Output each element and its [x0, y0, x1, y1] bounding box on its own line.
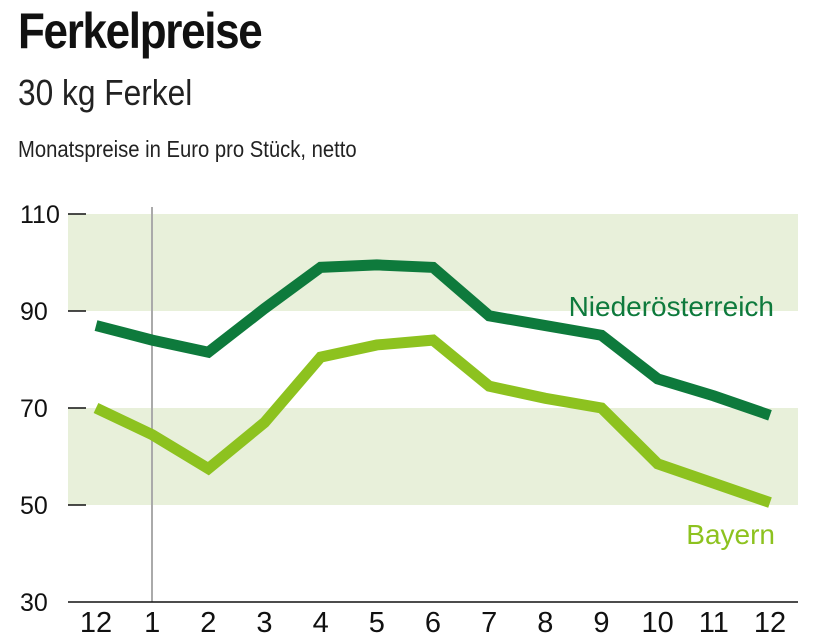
- series-label-bayern: Bayern: [686, 519, 775, 550]
- y-tick-label: 90: [20, 298, 48, 326]
- shaded-band: [68, 408, 798, 505]
- x-tick-label: 8: [537, 607, 553, 639]
- series-label-niederoesterreich: Niederösterreich: [569, 291, 774, 322]
- series-line-bayern: [93, 334, 772, 508]
- x-tick-label: 4: [313, 607, 329, 639]
- x-tick-label: 7: [481, 607, 497, 639]
- x-tick-label: 12: [80, 607, 112, 639]
- x-tick-label: 12: [754, 607, 786, 639]
- chart-subtitle: 30 kg Ferkel: [18, 72, 193, 113]
- chart-unit-note: Monatspreise in Euro pro Stück, netto: [18, 136, 357, 162]
- x-tick-label: 11: [699, 607, 729, 639]
- series-line-niederoesterreich: [94, 259, 772, 421]
- y-tick-label: 50: [20, 492, 48, 520]
- x-tick-label: 6: [425, 607, 441, 639]
- y-tick-label: 110: [20, 201, 60, 229]
- x-tick-label: 5: [369, 607, 385, 639]
- x-tick-label: 1: [144, 607, 160, 639]
- x-tick-label: 2: [200, 607, 216, 639]
- y-tick-label: 70: [20, 395, 48, 423]
- x-tick-label: 9: [593, 607, 609, 639]
- chart-title: Ferkelpreise: [18, 3, 263, 59]
- x-tick-label: 10: [642, 607, 674, 639]
- x-tick-label: 3: [256, 607, 272, 639]
- y-tick-label: 30: [20, 589, 48, 617]
